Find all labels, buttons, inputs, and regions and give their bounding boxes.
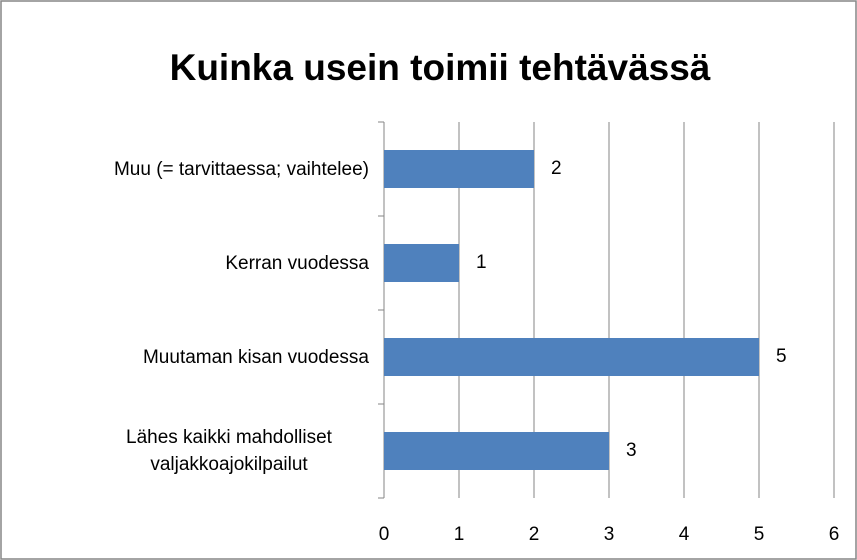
data-label: 3 bbox=[626, 440, 637, 461]
x-tick-label: 6 bbox=[829, 524, 840, 545]
bar bbox=[384, 432, 609, 470]
x-tick-label: 0 bbox=[379, 524, 390, 545]
data-label: 1 bbox=[476, 252, 487, 273]
data-label: 2 bbox=[551, 158, 562, 179]
y-tick-label-box: Kerran vuodessa bbox=[5, 223, 369, 303]
bar bbox=[384, 150, 534, 188]
y-tick-label: Muu (= tarvittaessa; vaihtelee) bbox=[113, 158, 369, 180]
bar bbox=[384, 244, 459, 282]
x-tick-label: 3 bbox=[604, 524, 615, 545]
y-tick-label-box: Lähes kaikki mahdolliset valjakkoajokilp… bbox=[5, 411, 369, 491]
data-label: 5 bbox=[776, 346, 787, 367]
x-tick-label: 4 bbox=[679, 524, 690, 545]
y-tick-label: Lähes kaikki mahdolliset valjakkoajokilp… bbox=[126, 427, 332, 475]
x-tick-label: 2 bbox=[529, 524, 540, 545]
chart-title: Kuinka usein toimii tehtävässä bbox=[170, 47, 711, 88]
y-tick-label: Kerran vuodessa bbox=[225, 252, 369, 274]
bar bbox=[384, 338, 759, 376]
x-tick-label: 5 bbox=[754, 524, 765, 545]
y-tick-label-box: Muu (= tarvittaessa; vaihtelee) bbox=[5, 129, 369, 209]
y-tick-label-box: Muutaman kisan vuodessa bbox=[5, 317, 369, 397]
y-tick-label: Muutaman kisan vuodessa bbox=[142, 346, 369, 368]
x-tick-label: 1 bbox=[454, 524, 465, 545]
